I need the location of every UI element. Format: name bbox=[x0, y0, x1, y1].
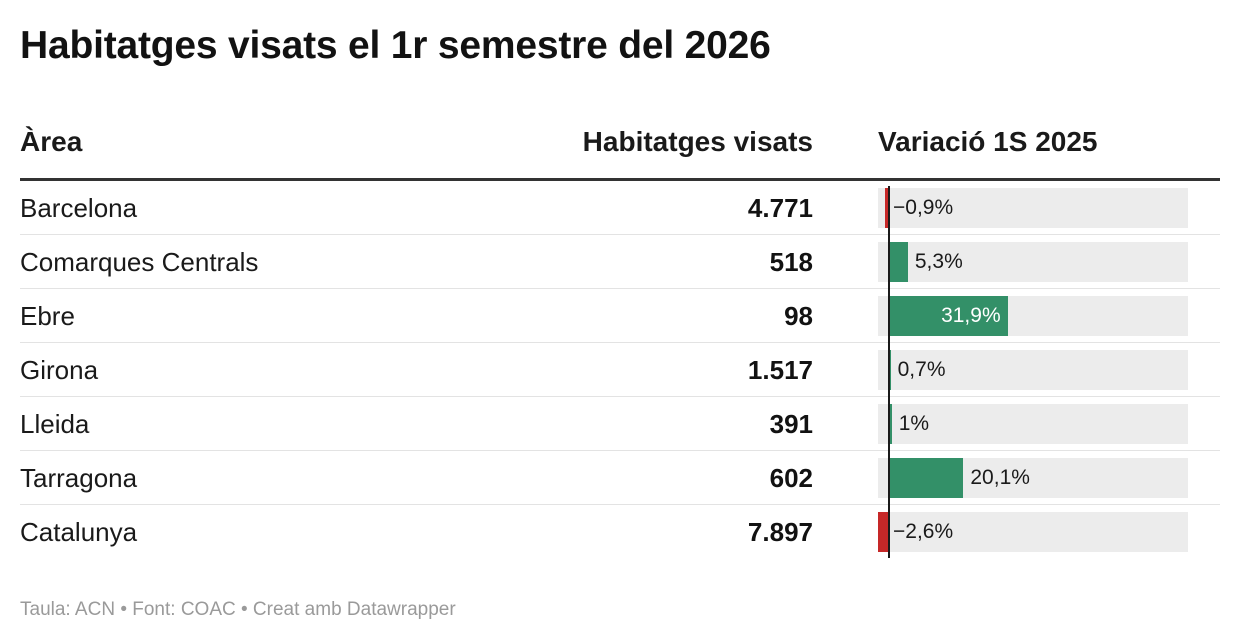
row-visats-value: 98 bbox=[784, 301, 813, 331]
table-row: Girona 1.517 0,7% bbox=[20, 343, 1220, 397]
row-area-label: Girona bbox=[20, 355, 99, 385]
variacio-bar-track: −0,9% bbox=[878, 188, 1188, 228]
table-row: Catalunya 7.897 −2,6% bbox=[20, 505, 1220, 559]
row-area-label: Comarques Centrals bbox=[20, 247, 259, 277]
row-area-label: Ebre bbox=[20, 301, 75, 331]
row-visats-value: 1.517 bbox=[747, 355, 813, 385]
row-visats-value: 518 bbox=[769, 247, 813, 277]
table-row: Ebre 98 31,9% bbox=[20, 289, 1220, 343]
variacio-data-label: 20,1% bbox=[970, 466, 1030, 489]
variacio-bar bbox=[888, 458, 964, 498]
row-visats-value: 7.897 bbox=[747, 517, 813, 547]
variacio-bar-track: 5,3% bbox=[878, 242, 1188, 282]
table-row: Comarques Centrals 518 5,3% bbox=[20, 235, 1220, 289]
chart-title: Habitatges visats el 1r semestre del 202… bbox=[20, 24, 771, 67]
column-header-variacio: Variació 1S 2025 bbox=[878, 126, 1098, 157]
column-header-visats: Habitatges visats bbox=[582, 126, 813, 157]
variacio-data-label: −0,9% bbox=[893, 196, 954, 219]
table-body: Barcelona 4.771 −0,9% Comarques Centrals 518… bbox=[20, 181, 1220, 559]
row-visats-value: 4.771 bbox=[747, 193, 813, 223]
row-visats-value: 391 bbox=[769, 409, 813, 439]
variacio-bar-track: −2,6% bbox=[878, 512, 1188, 552]
variacio-bar-track: 0,7% bbox=[878, 350, 1188, 390]
table-row: Tarragona 602 20,1% bbox=[20, 451, 1220, 505]
variacio-bar bbox=[878, 512, 888, 552]
variacio-bar bbox=[888, 296, 1008, 336]
row-visats-value: 602 bbox=[769, 463, 813, 493]
variacio-bar bbox=[884, 188, 888, 228]
variacio-data-label: 0,7% bbox=[897, 358, 946, 381]
row-area-label: Lleida bbox=[20, 409, 90, 439]
row-area-label: Tarragona bbox=[20, 463, 138, 493]
table-row: Lleida 391 1% bbox=[20, 397, 1220, 451]
header-divider bbox=[20, 178, 1220, 181]
row-area-label: Barcelona bbox=[20, 193, 138, 223]
variacio-bar bbox=[888, 242, 908, 282]
variacio-data-label: −2,6% bbox=[893, 520, 954, 543]
variacio-bar-track: 31,9% bbox=[878, 296, 1188, 336]
column-header-area: Àrea bbox=[20, 126, 83, 157]
variacio-bar-track: 20,1% bbox=[878, 458, 1188, 498]
table-row: Barcelona 4.771 −0,9% bbox=[20, 181, 1220, 235]
variacio-bar-track: 1% bbox=[878, 404, 1188, 444]
row-area-label: Catalunya bbox=[20, 517, 138, 547]
zero-baseline bbox=[888, 186, 890, 558]
footer-credits: Taula: ACN • Font: COAC • Creat amb Data… bbox=[20, 599, 456, 620]
variacio-data-label: 5,3% bbox=[914, 250, 963, 273]
variacio-data-label: 31,9% bbox=[941, 304, 1001, 327]
variacio-data-label: 1% bbox=[898, 412, 930, 435]
